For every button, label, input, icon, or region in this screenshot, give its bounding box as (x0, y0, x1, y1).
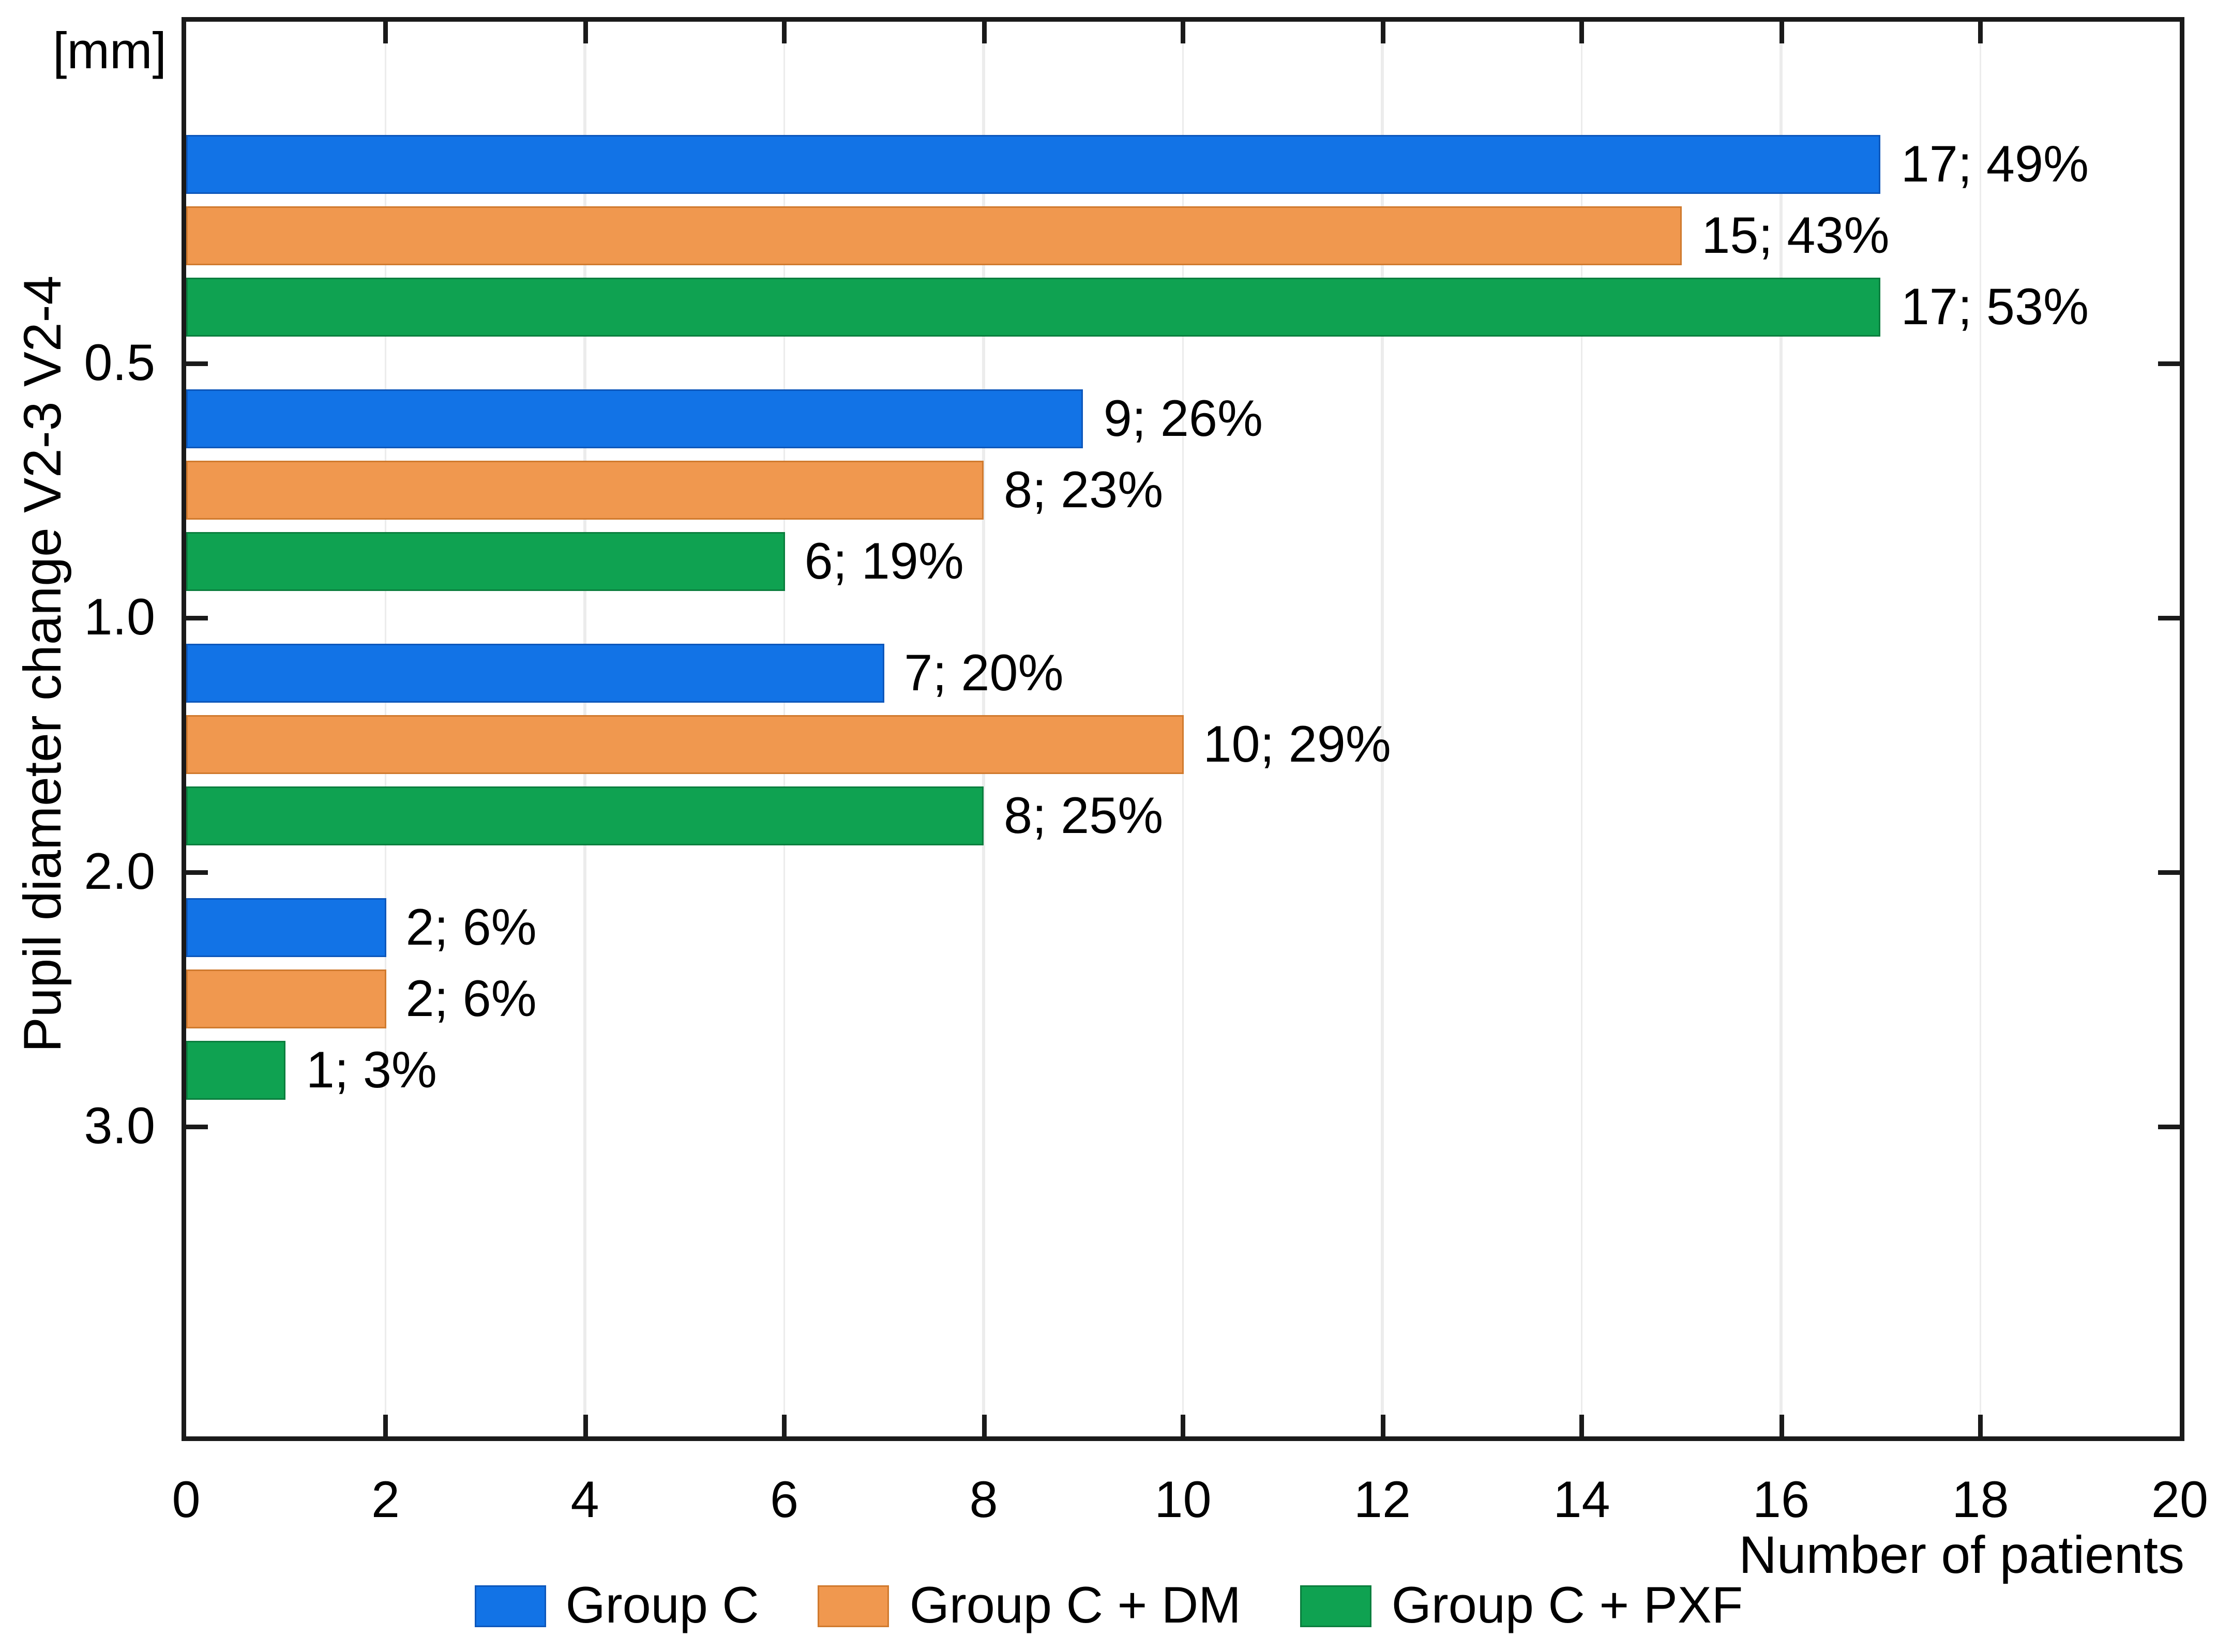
legend-item-group-c-pxf: Group C + PXF (1300, 1576, 1743, 1635)
x-tick-top (782, 22, 787, 43)
x-tick-label: 4 (570, 1471, 599, 1528)
x-tick-bottom (1181, 1415, 1185, 1436)
legend-swatch (818, 1584, 889, 1627)
legend: Group C Group C + DM Group C + PXF (0, 1576, 2217, 1635)
bar-value-label: 17; 49% (1901, 135, 2089, 192)
plot-area: 17; 49% 15; 43% 17; 53% 9; 26% 8; 23% 6; 19% 7… (182, 17, 2184, 1441)
y-tick-label: 2.0 (84, 842, 155, 900)
gridline (1580, 22, 1583, 1436)
bar-group-c-pxf-0.5 (186, 278, 1881, 337)
y-tick-left (186, 360, 208, 366)
legend-label: Group C + DM (909, 1576, 1241, 1633)
x-tick-bottom (1380, 1415, 1385, 1436)
bar-value-label: 10; 29% (1203, 715, 1391, 772)
x-tick-bottom (1778, 1415, 1784, 1436)
legend-swatch (1300, 1584, 1371, 1627)
bar-value-label: 7; 20% (904, 644, 1064, 701)
x-tick-top (1579, 22, 1584, 43)
y-tick-label: 1.0 (84, 588, 155, 645)
legend-label: Group C (565, 1576, 759, 1633)
bar-group-c-dm-1.0 (186, 461, 984, 520)
y-tick-label: 3.0 (84, 1097, 155, 1154)
bar-group-c-0.5 (186, 135, 1881, 194)
x-tick-bottom (582, 1415, 587, 1436)
bar-group-c-3.0 (186, 898, 386, 957)
x-tick-top (1778, 22, 1784, 43)
y-tick-right (2158, 1124, 2180, 1129)
x-tick-label: 0 (172, 1471, 201, 1528)
gridline (1779, 22, 1783, 1436)
x-tick-label: 16 (1752, 1471, 1810, 1528)
x-tick-bottom (782, 1415, 787, 1436)
bar-value-label: 2; 6% (405, 898, 537, 956)
x-tick-label: 18 (1952, 1471, 2009, 1528)
bar-group-c-dm-0.5 (186, 206, 1682, 265)
x-tick-label: 2 (371, 1471, 400, 1528)
x-tick-top (981, 22, 986, 43)
x-tick-bottom (1978, 1415, 1983, 1436)
gridline (1182, 22, 1184, 1436)
legend-item-group-c: Group C (474, 1576, 759, 1635)
y-axis-unit-label: [mm] (53, 22, 167, 79)
y-tick-left (186, 615, 208, 620)
bar-group-c-1.0 (186, 389, 1083, 448)
x-tick-label: 20 (2151, 1471, 2209, 1528)
legend-label: Group C + PXF (1391, 1576, 1743, 1633)
y-tick-left (186, 1124, 208, 1129)
bar-value-label: 8; 23% (1004, 461, 1164, 518)
y-tick-left (186, 869, 208, 874)
y-tick-right (2158, 615, 2180, 620)
x-tick-label: 6 (770, 1471, 799, 1528)
x-tick-bottom (981, 1415, 986, 1436)
bar-group-c-pxf-1.0 (186, 532, 785, 591)
bar-value-label: 6; 19% (804, 532, 964, 589)
x-tick-bottom (383, 1415, 388, 1436)
x-tick-top (1978, 22, 1983, 43)
x-tick-top (1181, 22, 1185, 43)
bar-value-label: 8; 25% (1004, 786, 1164, 844)
x-tick-bottom (1579, 1415, 1584, 1436)
bar-value-label: 9; 26% (1103, 389, 1263, 447)
x-tick-label: 8 (969, 1471, 998, 1528)
x-tick-top (582, 22, 587, 43)
bar-group-c-2.0 (186, 644, 884, 703)
bar-value-label: 2; 6% (405, 969, 537, 1027)
x-tick-label: 14 (1553, 1471, 1610, 1528)
x-tick-label: 12 (1353, 1471, 1411, 1528)
bar-value-label: 17; 53% (1901, 278, 2089, 335)
bar-group-c-pxf-2.0 (186, 786, 984, 845)
legend-swatch (474, 1584, 546, 1627)
bar-group-c-pxf-3.0 (186, 1041, 286, 1100)
y-tick-label: 0.5 (84, 334, 155, 391)
bar-group-c-dm-2.0 (186, 715, 1183, 774)
gridline (1381, 22, 1384, 1436)
x-tick-top (383, 22, 388, 43)
x-tick-label: 10 (1154, 1471, 1212, 1528)
x-axis-title: Number of patients (1739, 1526, 2184, 1585)
bar-group-c-dm-3.0 (186, 969, 386, 1028)
y-tick-right (2158, 360, 2180, 366)
gridline (1979, 22, 1982, 1436)
bar-value-label: 1; 3% (306, 1041, 437, 1098)
bar-value-label: 15; 43% (1701, 206, 1890, 264)
x-tick-top (1380, 22, 1385, 43)
legend-item-group-c-dm: Group C + DM (818, 1576, 1241, 1635)
y-tick-right (2158, 869, 2180, 874)
